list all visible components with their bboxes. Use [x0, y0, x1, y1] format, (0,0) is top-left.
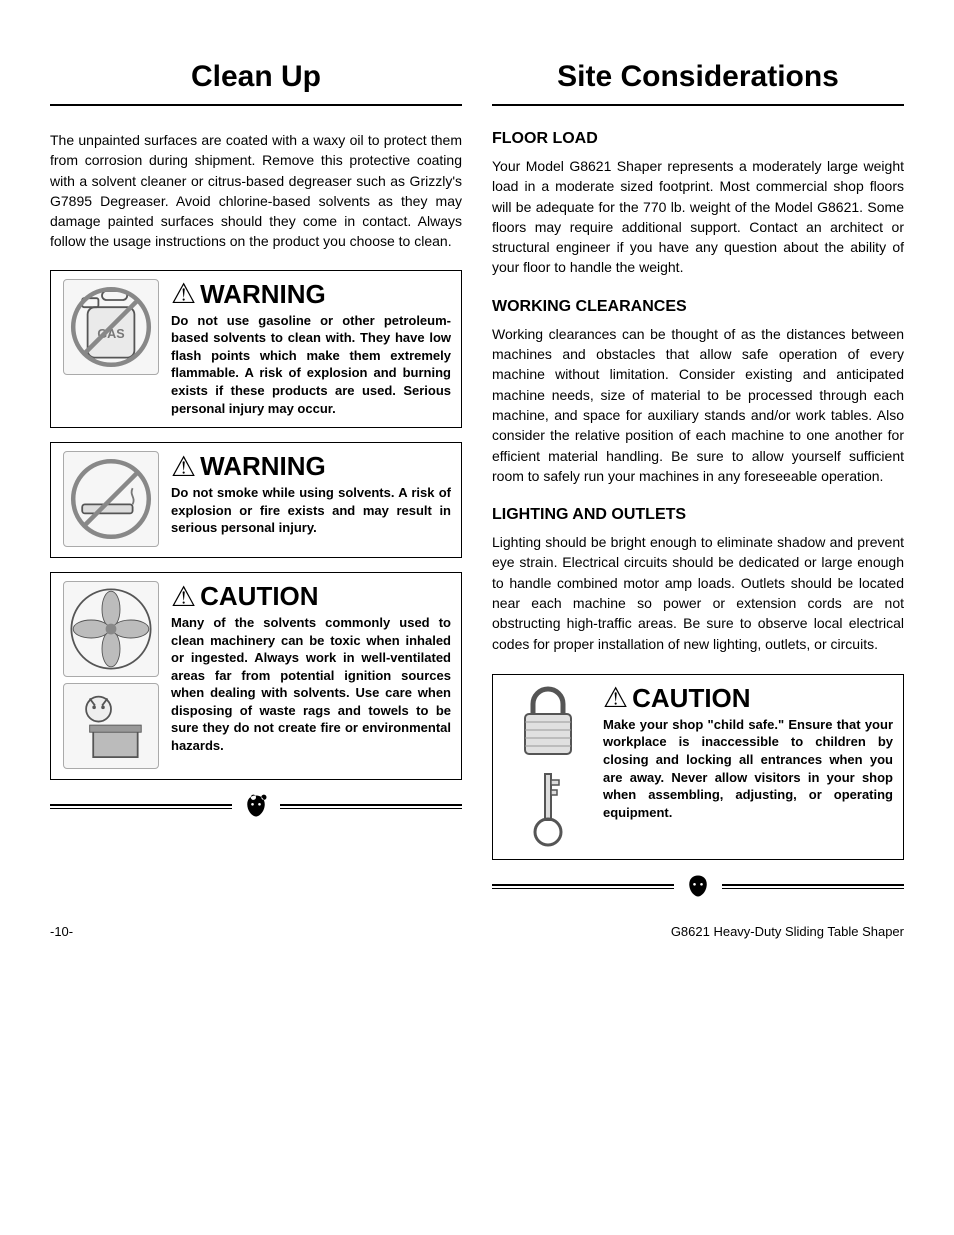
no-gas-can-icon: GAS: [63, 279, 159, 375]
caution-label: CAUTION: [200, 581, 318, 612]
warning-triangle-icon: ⚠: [171, 280, 196, 308]
warning-label: WARNING: [200, 279, 326, 310]
alert-icon-column: [61, 451, 161, 547]
site-considerations-title: Site Considerations: [492, 60, 904, 106]
page-number: -10-: [50, 924, 73, 939]
caution-header: ⚠ CAUTION: [171, 581, 451, 612]
caution-body: Many of the solvents commonly used to cl…: [171, 614, 451, 754]
warning-box-gasoline: GAS ⚠ WARNING Do not use gasoline or oth…: [50, 270, 462, 428]
warning-box-smoking: ⚠ WARNING Do not smoke while using solve…: [50, 442, 462, 558]
alert-icon-column: [61, 581, 161, 769]
warning-body: Do not smoke while using solvents. A ris…: [171, 484, 451, 537]
alert-icon-column: [503, 683, 593, 849]
lighting-outlets-heading: LIGHTING AND OUTLETS: [492, 506, 904, 524]
caution-header: ⚠ CAUTION: [603, 683, 893, 714]
bear-logo-icon: [232, 792, 280, 825]
section-divider: [50, 794, 462, 824]
alert-text-column: ⚠ CAUTION Many of the solvents commonly …: [171, 581, 451, 769]
document-title: G8621 Heavy-Duty Sliding Table Shaper: [671, 924, 904, 939]
fan-icon: [63, 581, 159, 677]
warning-body: Do not use gasoline or other petroleum-b…: [171, 312, 451, 417]
warning-header: ⚠ WARNING: [171, 451, 451, 482]
alert-text-column: ⚠ WARNING Do not use gasoline or other p…: [171, 279, 451, 417]
left-column: Clean Up The unpainted surfaces are coat…: [50, 60, 462, 904]
section-divider: [492, 874, 904, 904]
caution-label: CAUTION: [632, 683, 750, 714]
warning-triangle-icon: ⚠: [171, 583, 196, 611]
clean-up-title: Clean Up: [50, 60, 462, 106]
devil-trash-icon: [63, 683, 159, 769]
key-icon: [508, 769, 588, 849]
caution-box-childsafe: ⚠ CAUTION Make your shop "child safe." E…: [492, 674, 904, 860]
padlock-icon: [508, 683, 588, 763]
clean-up-intro: The unpainted surfaces are coated with a…: [50, 130, 462, 252]
lighting-outlets-body: Lighting should be bright enough to elim…: [492, 532, 904, 654]
floor-load-body: Your Model G8621 Shaper represents a mod…: [492, 156, 904, 278]
bear-logo-icon: [674, 872, 722, 905]
page-footer: -10- G8621 Heavy-Duty Sliding Table Shap…: [50, 924, 904, 939]
warning-triangle-icon: ⚠: [603, 684, 628, 712]
warning-header: ⚠ WARNING: [171, 279, 451, 310]
warning-label: WARNING: [200, 451, 326, 482]
alert-text-column: ⚠ CAUTION Make your shop "child safe." E…: [603, 683, 893, 849]
right-column: Site Considerations FLOOR LOAD Your Mode…: [492, 60, 904, 904]
alert-text-column: ⚠ WARNING Do not smoke while using solve…: [171, 451, 451, 547]
floor-load-heading: FLOOR LOAD: [492, 130, 904, 148]
working-clearances-heading: WORKING CLEARANCES: [492, 298, 904, 316]
caution-box-solvents: ⚠ CAUTION Many of the solvents commonly …: [50, 572, 462, 780]
caution-body: Make your shop "child safe." Ensure that…: [603, 716, 893, 821]
no-smoking-icon: [63, 451, 159, 547]
working-clearances-body: Working clearances can be thought of as …: [492, 324, 904, 486]
alert-icon-column: GAS: [61, 279, 161, 417]
warning-triangle-icon: ⚠: [171, 453, 196, 481]
